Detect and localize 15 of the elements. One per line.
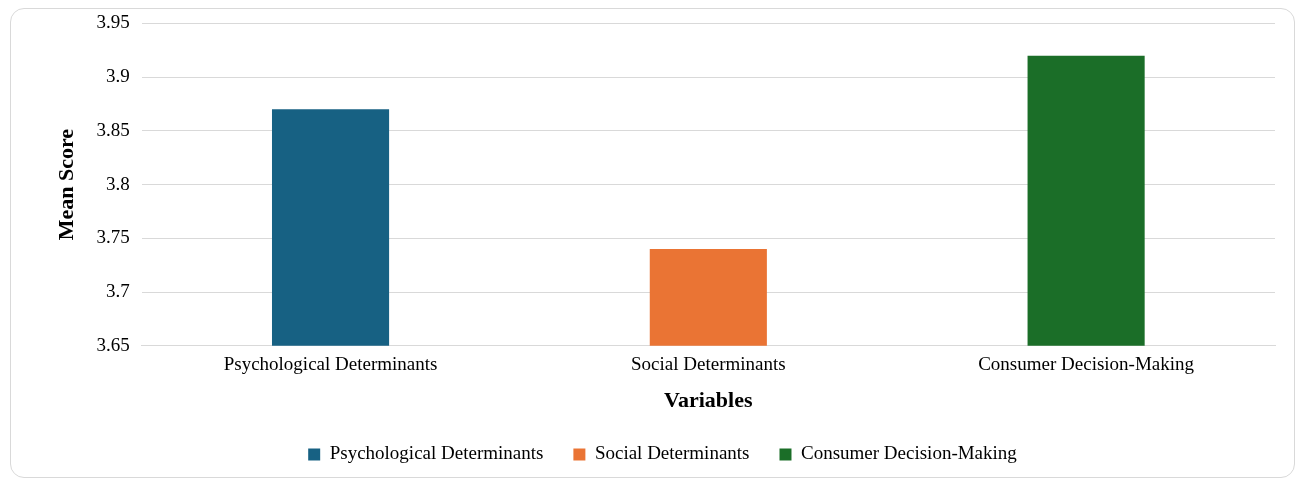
y-tick-label: 3.8 <box>105 172 130 194</box>
x-axis-title: Variables <box>664 387 753 413</box>
y-tick-label: 3.95 <box>96 11 130 33</box>
y-tick-label: 3.65 <box>96 333 130 355</box>
y-axis-title: Mean Score <box>52 128 78 241</box>
y-tick-label: 3.85 <box>96 118 130 140</box>
x-tick-label: Social Determinants <box>631 353 786 375</box>
y-tick-label: 3.75 <box>96 226 130 248</box>
x-tick-label: Psychological Determinants <box>223 353 438 375</box>
legend-label: Social Determinants <box>594 442 750 464</box>
y-tick-label: 3.7 <box>105 280 130 302</box>
legend-label: Consumer Decision-Making <box>800 442 1018 464</box>
x-tick-label: Consumer Decision-Making <box>978 353 1195 375</box>
legend-label: Psychological Determinants <box>329 442 544 464</box>
y-tick-label: 3.9 <box>105 65 130 87</box>
